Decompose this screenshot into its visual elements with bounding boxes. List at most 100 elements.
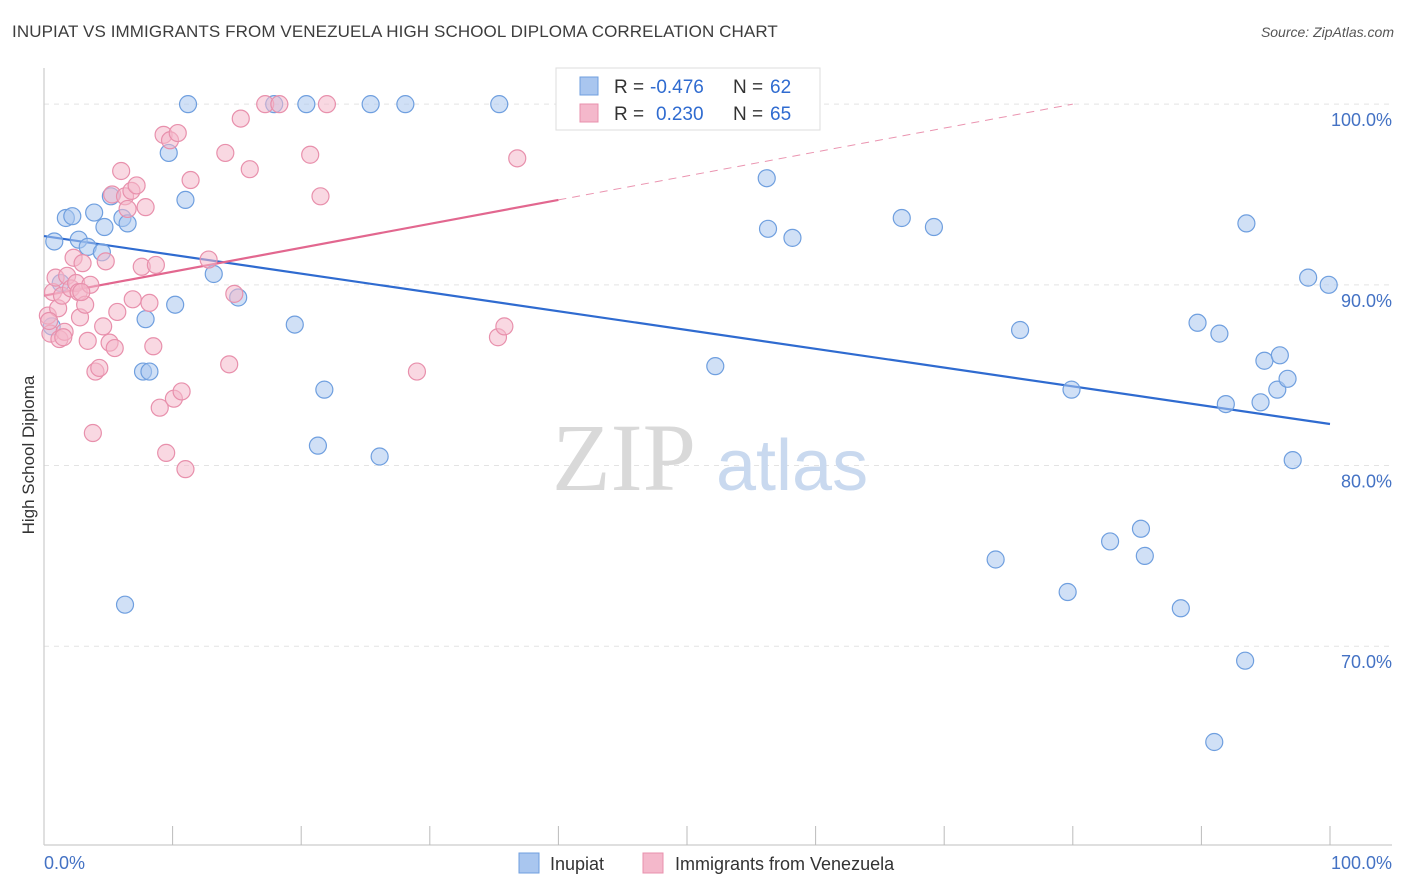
point-inupiat <box>1283 451 1302 470</box>
point-venezuela <box>317 95 337 114</box>
point-inupiat <box>1205 732 1224 752</box>
point-venezuela <box>225 284 244 303</box>
source-credit: Source: ZipAtlas.com <box>1260 24 1394 40</box>
point-venezuela <box>123 290 142 309</box>
point-inupiat <box>140 362 159 381</box>
trend-line-extension <box>558 103 1073 201</box>
point-inupiat <box>924 217 944 237</box>
point-inupiat <box>361 95 380 114</box>
point-inupiat <box>166 295 185 314</box>
data-points <box>38 91 1338 752</box>
bottom-legend-label-venezuela: Immigrants from Venezuela <box>675 854 895 874</box>
point-inupiat <box>490 95 509 114</box>
point-inupiat <box>758 219 778 238</box>
point-venezuela <box>112 161 131 181</box>
bottom-legend: Inupiat Immigrants from Venezuela <box>518 852 895 874</box>
y-tick-labels: 70.0% 80.0% 90.0% 100.0% <box>1331 110 1392 672</box>
watermark: ZIP atlas <box>552 404 868 511</box>
chart-title: INUPIAT VS IMMIGRANTS FROM VENEZUELA HIG… <box>12 22 778 41</box>
point-venezuela <box>40 311 59 331</box>
point-venezuela <box>136 198 155 217</box>
point-inupiat <box>45 232 64 251</box>
legend-n-value-1: 62 <box>770 77 791 98</box>
y-tick-label: 100.0% <box>1331 110 1392 130</box>
point-inupiat <box>1100 532 1120 551</box>
point-venezuela <box>108 302 127 322</box>
point-inupiat <box>285 315 304 334</box>
point-venezuela <box>508 149 527 168</box>
point-venezuela <box>144 337 163 356</box>
point-inupiat <box>1299 268 1318 287</box>
point-venezuela <box>216 143 235 163</box>
point-inupiat <box>1010 320 1030 340</box>
bottom-legend-swatch-venezuela <box>642 852 664 874</box>
point-inupiat <box>85 203 104 222</box>
point-venezuela <box>157 443 176 462</box>
point-venezuela <box>140 293 159 313</box>
point-inupiat <box>1236 651 1255 670</box>
point-venezuela <box>54 328 73 347</box>
point-inupiat <box>315 380 334 399</box>
legend-r-value-1: -0.476 <box>650 77 704 98</box>
trend-line-venezuela <box>43 198 559 297</box>
point-venezuela <box>168 123 187 143</box>
point-venezuela <box>105 338 124 358</box>
point-venezuela <box>231 109 250 128</box>
bottom-legend-swatch-inupiat <box>518 852 540 874</box>
point-venezuela <box>495 317 514 336</box>
point-inupiat <box>986 550 1005 569</box>
point-venezuela <box>83 423 102 443</box>
point-inupiat <box>1210 324 1229 343</box>
point-inupiat <box>178 95 198 114</box>
point-venezuela <box>301 145 320 164</box>
point-inupiat <box>1188 313 1207 332</box>
y-tick-label: 80.0% <box>1341 472 1392 492</box>
point-venezuela <box>127 176 146 195</box>
point-venezuela <box>96 252 115 271</box>
point-inupiat <box>1278 369 1297 388</box>
x-tick-labels: 0.0% 100.0% <box>44 853 1392 873</box>
point-inupiat <box>1319 275 1338 294</box>
point-inupiat <box>396 95 415 114</box>
axes <box>43 68 1392 846</box>
legend-n-label-2: N = <box>733 104 763 125</box>
point-venezuela <box>220 355 239 374</box>
point-inupiat <box>1251 393 1270 412</box>
legend-n-value-2: 65 <box>770 104 791 125</box>
x-tick-label-min: 0.0% <box>44 853 85 873</box>
point-inupiat <box>63 207 82 226</box>
point-venezuela <box>73 254 92 273</box>
point-inupiat <box>1270 346 1289 365</box>
point-inupiat <box>176 190 195 210</box>
point-venezuela <box>94 317 113 336</box>
point-inupiat <box>1058 582 1077 602</box>
point-inupiat <box>370 447 389 466</box>
point-venezuela <box>90 358 109 378</box>
point-inupiat <box>95 217 114 237</box>
legend-r-label-1: R = <box>614 77 644 98</box>
point-inupiat <box>706 357 725 376</box>
legend-r-label-2: R = <box>614 104 644 125</box>
point-inupiat <box>308 436 328 455</box>
point-inupiat <box>1255 351 1274 370</box>
point-venezuela <box>407 362 427 381</box>
legend-r-value-2: 0.230 <box>656 104 704 125</box>
point-venezuela <box>199 250 218 269</box>
watermark-atlas: atlas <box>716 426 868 506</box>
x-tick-label-max: 100.0% <box>1331 853 1392 873</box>
grid-lines <box>44 103 1392 647</box>
legend-swatch-inupiat <box>579 76 599 96</box>
point-inupiat <box>1135 546 1154 565</box>
point-inupiat <box>1171 599 1190 618</box>
point-inupiat <box>1131 519 1151 538</box>
y-tick-label: 90.0% <box>1341 291 1392 311</box>
bottom-legend-label-inupiat: Inupiat <box>550 854 604 874</box>
point-inupiat <box>783 228 802 247</box>
point-venezuela <box>240 160 259 179</box>
point-inupiat <box>757 169 776 188</box>
point-venezuela <box>146 255 165 275</box>
legend-n-label-1: N = <box>733 77 763 98</box>
legend: R = -0.476 N = 62 R = 0.230 N = 65 <box>555 67 821 131</box>
point-inupiat <box>297 95 316 114</box>
point-inupiat <box>1216 394 1235 414</box>
